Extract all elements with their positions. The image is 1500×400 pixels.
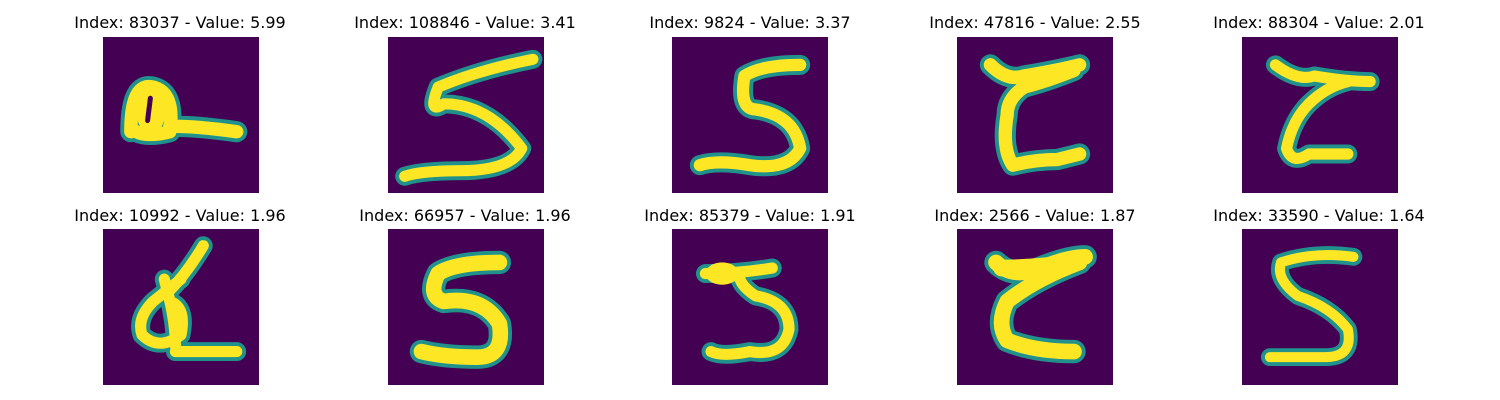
digit-image: [103, 37, 259, 193]
panel-title: Index: 10992 - Value: 1.96: [74, 206, 286, 225]
panel-title: Index: 85379 - Value: 1.91: [644, 206, 856, 225]
digit-image: [103, 229, 259, 385]
digit-image: [1242, 229, 1398, 385]
panel-title: Index: 47816 - Value: 2.55: [929, 13, 1141, 32]
digit-image: [672, 37, 828, 193]
panel-title: Index: 66957 - Value: 1.96: [359, 206, 571, 225]
digit-image: [957, 37, 1113, 193]
digit-image: [388, 229, 544, 385]
panel-title: Index: 88304 - Value: 2.01: [1213, 13, 1425, 32]
digit-image: [672, 229, 828, 385]
digit-image: [388, 37, 544, 193]
digit-image: [957, 229, 1113, 385]
panel-title: Index: 9824 - Value: 3.37: [649, 13, 851, 32]
panel-title: Index: 2566 - Value: 1.87: [934, 206, 1136, 225]
panel-title: Index: 33590 - Value: 1.64: [1213, 206, 1425, 225]
digit-image: [1242, 37, 1398, 193]
panel-title: Index: 108846 - Value: 3.41: [354, 13, 576, 32]
panel-title: Index: 83037 - Value: 5.99: [74, 13, 286, 32]
